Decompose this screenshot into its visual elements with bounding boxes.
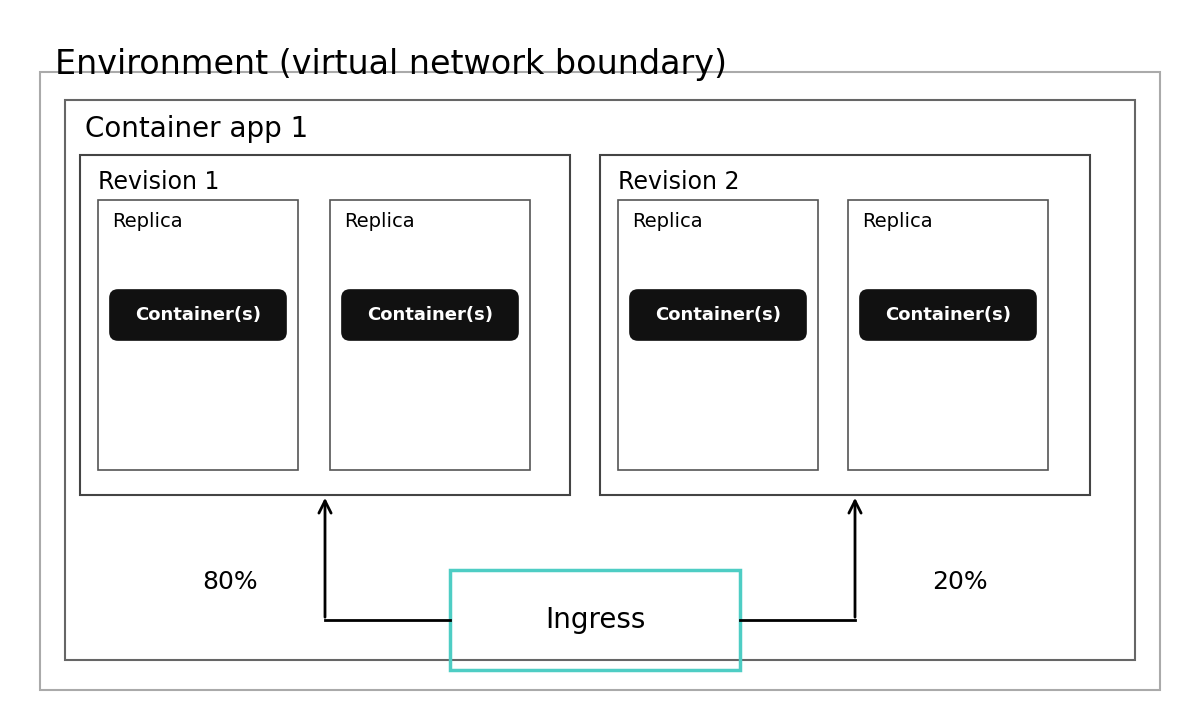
- FancyBboxPatch shape: [110, 290, 286, 340]
- Bar: [450, 570, 740, 670]
- Text: Revision 2: Revision 2: [618, 170, 739, 194]
- Bar: [600, 155, 1090, 495]
- Bar: [330, 200, 530, 470]
- Bar: [80, 155, 570, 495]
- Bar: [65, 100, 1135, 660]
- Text: Container(s): Container(s): [886, 306, 1010, 324]
- Bar: [40, 72, 1160, 690]
- Text: Replica: Replica: [344, 212, 415, 231]
- Bar: [618, 200, 818, 470]
- Text: 80%: 80%: [202, 570, 258, 594]
- Text: Replica: Replica: [862, 212, 932, 231]
- Bar: [848, 200, 1048, 470]
- Text: Container(s): Container(s): [134, 306, 262, 324]
- FancyBboxPatch shape: [342, 290, 518, 340]
- Text: 20%: 20%: [932, 570, 988, 594]
- Text: Container(s): Container(s): [655, 306, 781, 324]
- Text: Ingress: Ingress: [545, 606, 646, 634]
- Text: Replica: Replica: [632, 212, 703, 231]
- Bar: [98, 200, 298, 470]
- FancyBboxPatch shape: [860, 290, 1036, 340]
- Text: Environment (virtual network boundary): Environment (virtual network boundary): [55, 48, 727, 81]
- Text: Container(s): Container(s): [367, 306, 493, 324]
- FancyBboxPatch shape: [630, 290, 806, 340]
- Text: Revision 1: Revision 1: [98, 170, 220, 194]
- Text: Replica: Replica: [112, 212, 182, 231]
- Text: Container app 1: Container app 1: [85, 115, 308, 143]
